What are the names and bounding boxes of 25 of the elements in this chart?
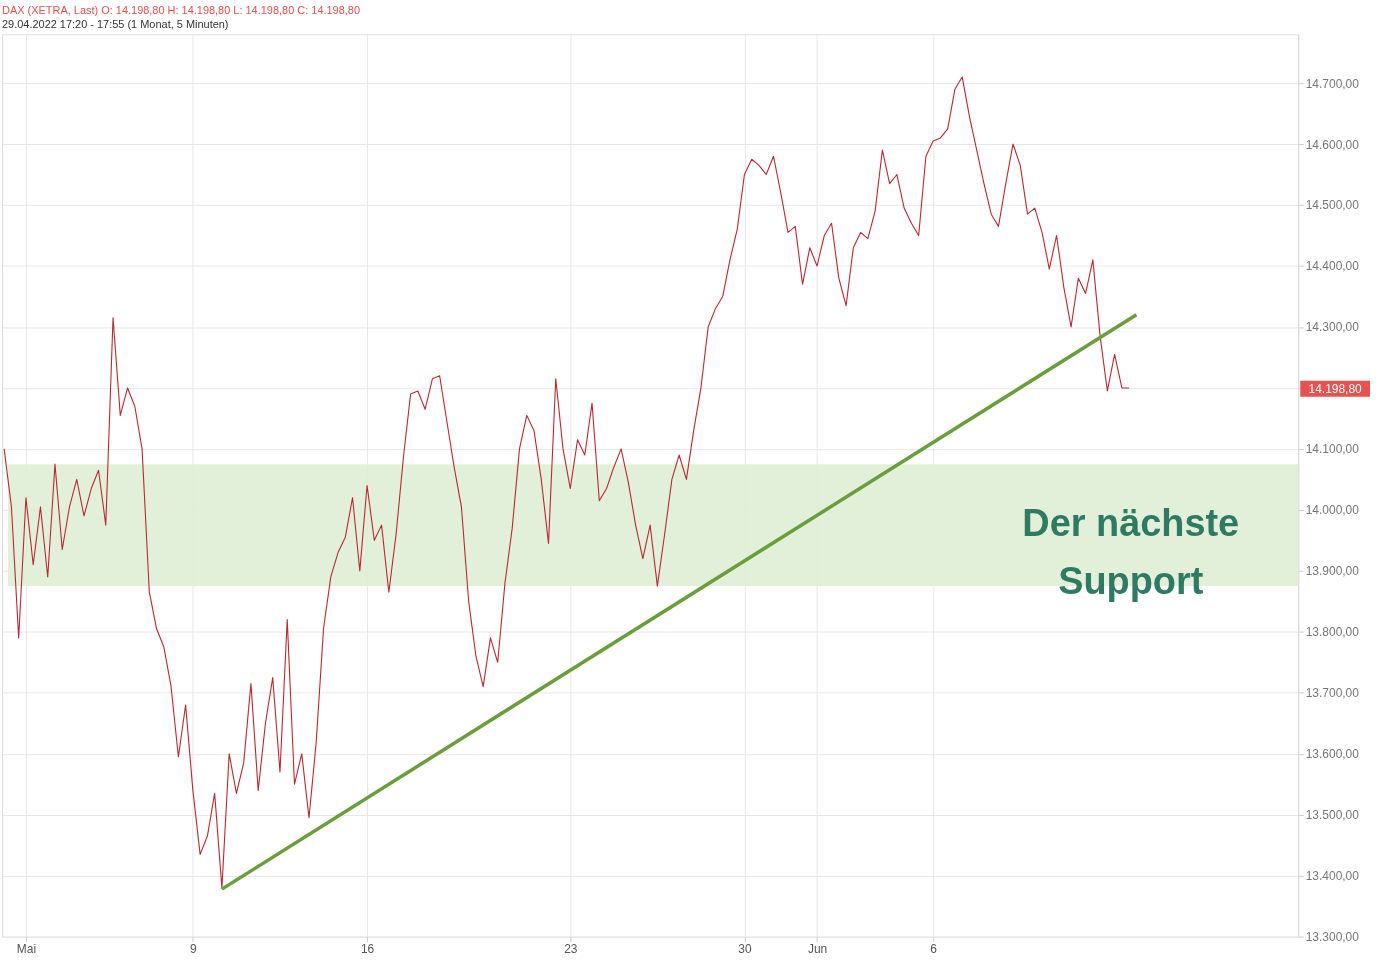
y-tick-label: 13.700,00 — [1305, 686, 1360, 701]
y-tick-label: 13.400,00 — [1305, 869, 1360, 884]
chart-subtitle: 29.04.2022 17:20 - 17:55 (1 Monat, 5 Minuten) — [1, 18, 229, 31]
x-tick-label: 9 — [190, 942, 198, 957]
y-tick-label: 13.600,00 — [1305, 747, 1360, 762]
y-tick-label: 14.500,00 — [1305, 198, 1360, 213]
ref-line-label: 14.198,80 — [1308, 381, 1363, 396]
y-tick-label: 14.700,00 — [1305, 76, 1360, 91]
chart-title: DAX (XETRA, Last) O: 14.198,80 H: 14.198,80 L: 14.198,80 C: 14.198,80 — [1, 4, 361, 17]
y-tick-label: 14.100,00 — [1305, 442, 1360, 457]
x-tick-label: 23 — [564, 942, 578, 957]
y-tick-label: 14.000,00 — [1305, 503, 1360, 518]
y-tick-label: 13.500,00 — [1305, 808, 1360, 823]
x-tick-label: 30 — [738, 942, 752, 957]
x-tick-label: 16 — [360, 942, 375, 957]
y-tick-label: 13.900,00 — [1305, 564, 1360, 579]
x-tick-label: Mai — [16, 942, 37, 957]
band-label: Der nächste Support — [1022, 502, 1240, 602]
x-tick-label: Jun — [807, 942, 828, 957]
y-tick-label: 13.300,00 — [1305, 930, 1360, 945]
y-tick-label: 13.800,00 — [1305, 625, 1360, 640]
y-tick-label: 14.400,00 — [1305, 259, 1360, 274]
y-tick-label: 14.300,00 — [1305, 320, 1360, 335]
y-tick-label: 14.600,00 — [1305, 137, 1360, 152]
x-tick-label: 6 — [930, 942, 938, 957]
